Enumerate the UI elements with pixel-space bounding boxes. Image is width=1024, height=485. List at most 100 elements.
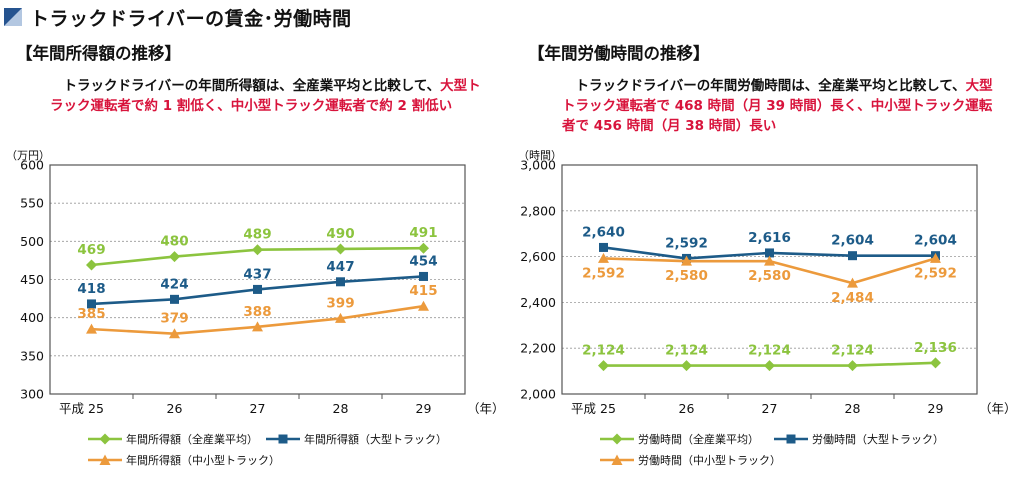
income-lead-highlight: 大型トラック運転者で約 1 割低く、中小型トラック運転者で約 2 割低い [50, 78, 481, 114]
income-series-small-truck-point [86, 323, 97, 334]
income-series-all-industry-point [169, 251, 180, 263]
hours-lead-highlight: 大型トラック運転者で 468 時間（月 39 時間）長く、中小型トラック運転者で… [562, 78, 993, 134]
income-series-large-truck-point [87, 299, 96, 309]
hours-series-large-truck-point [599, 242, 608, 252]
income-series-small-truck-data-label: 415 [409, 283, 437, 299]
hours-x-tick-label: 28 [845, 401, 861, 416]
income-series-small-truck-data-label: 388 [243, 304, 271, 320]
legend-line-triangle-icon [600, 454, 634, 465]
page-title-bar: トラックドライバーの賃金･労働時間 [4, 4, 352, 30]
hours-x-unit-label: （年） [979, 401, 1017, 416]
income-x-tick-label: 28 [333, 401, 349, 416]
income-series-large-truck-data-label: 447 [326, 259, 354, 275]
income-x-tick-label: 29 [416, 401, 432, 416]
income-x-unit-label: （年） [467, 401, 505, 416]
income-series-all-industry-point [252, 244, 263, 256]
income-y-tick-label: 550 [20, 196, 44, 211]
income-series-all-industry-data-label: 480 [160, 234, 188, 250]
income-series-large-truck-data-label: 437 [243, 266, 271, 282]
income-heading: 【年間所得額の推移】 [16, 44, 181, 63]
income-series-small-truck-data-label: 399 [326, 295, 354, 311]
legend-item-hours-all: 労働時間（全産業平均） [600, 432, 759, 446]
income-series-large-truck-data-label: 418 [77, 281, 105, 297]
hours-series-all-industry: 2,124 2,124 2,124 2,124 2,136 [582, 340, 957, 372]
income-series-all-industry-data-label: 469 [77, 242, 105, 258]
income-series-all-industry-data-label: 490 [326, 226, 354, 242]
income-x-tick-label: 27 [250, 401, 266, 416]
hours-series-small-truck-point [930, 252, 941, 263]
legend-item-hours-small: 労働時間（中小型トラック） [600, 453, 781, 467]
income-y-tick-label: 400 [20, 310, 44, 325]
income-series-large-truck-point [336, 277, 345, 287]
income-y-unit-label: （万円） [6, 149, 50, 162]
income-y-tick-label: 450 [20, 272, 44, 287]
legend-item-income-all: 年間所得額（全産業平均） [88, 432, 258, 446]
title-square-icon [4, 8, 22, 26]
hours-y-unit-label: （時間） [518, 149, 562, 162]
income-lead-plain: トラックドライバーの年間所得額は、全産業平均と比較して、 [50, 78, 441, 94]
income-y-tick-label: 600 [20, 158, 44, 173]
hours-series-large-truck-point [765, 248, 774, 258]
income-series-all-industry-point [418, 242, 429, 254]
legend-line-square-icon [774, 434, 808, 444]
income-y-tick-label: 300 [20, 387, 44, 402]
hours-y-tick-label: 3,000 [520, 158, 556, 173]
hours-series-small-truck-data-label: 2,580 [748, 268, 791, 284]
legend-label: 労働時間（全産業平均） [638, 433, 759, 446]
income-series-small-truck-point [418, 300, 429, 311]
hours-series-all-industry-data-label: 2,124 [665, 343, 708, 359]
legend-item-income-large: 年間所得額（大型トラック） [266, 432, 447, 446]
hours-y-tick-label: 2,400 [520, 295, 556, 310]
hours-series-all-industry-data-label: 2,124 [748, 343, 791, 359]
legend-line-square-icon [266, 434, 300, 444]
hours-series-all-industry-point [930, 357, 941, 369]
legend-line-diamond-icon [600, 433, 634, 445]
legend-item-income-small: 年間所得額（中小型トラック） [88, 453, 280, 467]
income-series-small-truck-point [252, 321, 263, 332]
income-series-all-industry-point [86, 259, 97, 271]
hours-x-tick-label: 平成 25 [571, 401, 616, 416]
income-series-large-truck-data-label: 454 [409, 253, 437, 269]
legend-item-hours-large: 労働時間（大型トラック） [774, 432, 944, 446]
legend-label: 年間所得額（中小型トラック） [126, 454, 280, 467]
legend-line-diamond-icon [88, 433, 122, 445]
hours-y-tick-label: 2,200 [520, 341, 556, 356]
legend-label: 労働時間（中小型トラック） [638, 454, 781, 467]
hours-y-tick-label: 2,000 [520, 387, 556, 402]
income-series-large-truck-data-label: 424 [160, 276, 188, 292]
hours-panel: 【年間労働時間の推移】 トラックドライバーの年間労働時間は、全産業平均と比較して… [512, 34, 1017, 485]
hours-series-all-industry-data-label: 2,124 [831, 343, 874, 359]
income-series-small-truck: 385 379 388 399 415 [77, 283, 438, 339]
income-series-all-industry-data-label: 489 [243, 227, 271, 243]
hours-series-small-truck-data-label: 2,592 [582, 265, 625, 281]
hours-x-tick-label: 27 [762, 401, 778, 416]
income-series-all-industry: 469 480 489 490 491 [77, 225, 438, 271]
income-line-chart: （万円） 300 350 400 450 500 550 600 平成 25 26 27 28 29 （年… [6, 149, 505, 416]
hours-series-small-truck-data-label: 2,580 [665, 268, 708, 284]
income-y-tick-label: 500 [20, 234, 44, 249]
hours-series-large-truck-data-label: 2,640 [582, 224, 625, 240]
hours-plot-frame [561, 164, 978, 395]
legend-label: 年間所得額（全産業平均） [126, 433, 258, 446]
hours-series-small-truck-point [598, 252, 609, 263]
income-lead-text: トラックドライバーの年間所得額は、全産業平均と比較して、大型トラック運転者で約 … [50, 76, 486, 116]
hours-series-small-truck-point [764, 255, 775, 266]
income-series-small-truck-data-label: 385 [77, 306, 105, 322]
hours-series-large-truck-data-label: 2,592 [665, 235, 708, 251]
hours-y-tick-label: 2,600 [520, 249, 556, 264]
hours-series-large-truck-data-label: 2,604 [914, 233, 957, 249]
hours-x-tick-label: 29 [928, 401, 944, 416]
hours-series-small-truck-point [681, 255, 692, 266]
income-series-all-industry-data-label: 491 [409, 225, 437, 241]
income-series-small-truck-data-label: 379 [160, 311, 188, 327]
income-plot-frame [49, 164, 466, 395]
legend-label: 年間所得額（大型トラック） [304, 433, 447, 446]
income-series-large-truck-point [170, 294, 179, 304]
hours-line-chart: （時間） 2,000 2,200 2,400 2,600 2,800 3,000 平成 25 2… [518, 149, 1017, 416]
income-series-large-truck-point [419, 271, 428, 281]
hours-series-all-industry-point [681, 360, 692, 372]
hours-series-small-truck-data-label: 2,484 [831, 290, 874, 306]
income-series-small-truck-point [335, 312, 346, 323]
hours-series-all-industry-point [764, 360, 775, 372]
hours-series-small-truck-data-label: 2,592 [914, 265, 957, 281]
